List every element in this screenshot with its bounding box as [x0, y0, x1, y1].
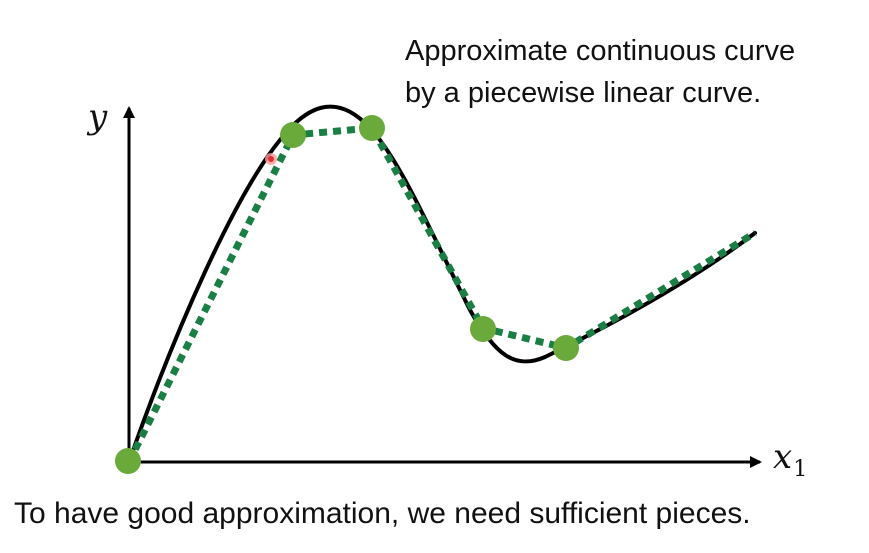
annotation-text: Approximate continuous curve by a piecew… [405, 30, 795, 114]
continuous-curve [127, 104, 757, 464]
footer-text: To have good approximation, we need suff… [14, 497, 751, 530]
breakpoint [359, 115, 385, 141]
breakpoint [553, 335, 579, 361]
breakpoint [115, 448, 141, 474]
laser-pointer-core [268, 156, 274, 162]
breakpoint [470, 316, 496, 342]
annotation-line-2: by a piecewise linear curve. [405, 77, 762, 110]
annotation-line-1: Approximate continuous curve [405, 35, 796, 67]
breakpoint [280, 122, 306, 148]
y-axis-label: y [86, 97, 108, 137]
x-axis-label: x1 [773, 437, 807, 482]
